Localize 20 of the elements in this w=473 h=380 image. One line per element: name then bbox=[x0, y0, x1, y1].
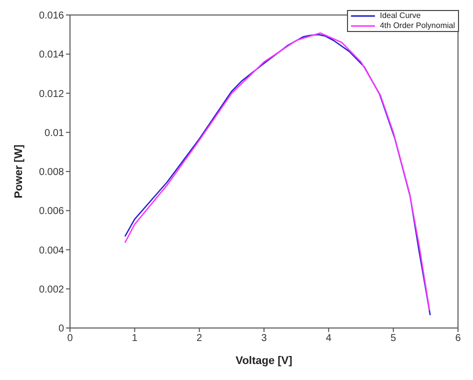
x-tick-label: 3 bbox=[261, 333, 268, 344]
y-tick-label: 0.01 bbox=[44, 128, 64, 139]
x-tick-label: 6 bbox=[455, 333, 462, 344]
y-tick-label: 0.016 bbox=[38, 10, 64, 22]
x-tick-label: 2 bbox=[196, 333, 203, 344]
legend-label: 4th Order Polynomial bbox=[380, 21, 455, 31]
y-axis-title: Power [W] bbox=[12, 144, 25, 198]
y-tick-label: 0 bbox=[58, 324, 64, 335]
x-axis-title: Voltage [V] bbox=[236, 355, 293, 367]
legend-label: Ideal Curve bbox=[380, 11, 421, 21]
y-tick-label: 0.002 bbox=[38, 284, 64, 296]
y-tick-label: 0.004 bbox=[38, 245, 64, 256]
x-tick-label: 0 bbox=[67, 333, 74, 344]
y-tick-label: 0.008 bbox=[38, 167, 64, 178]
y-tick-label: 0.012 bbox=[38, 88, 64, 100]
x-tick-label: 5 bbox=[390, 333, 397, 344]
y-tick-label: 0.006 bbox=[38, 206, 64, 218]
y-tick-label: 0.014 bbox=[38, 50, 64, 61]
x-tick-label: 4 bbox=[326, 333, 332, 344]
x-tick-label: 1 bbox=[132, 333, 138, 344]
